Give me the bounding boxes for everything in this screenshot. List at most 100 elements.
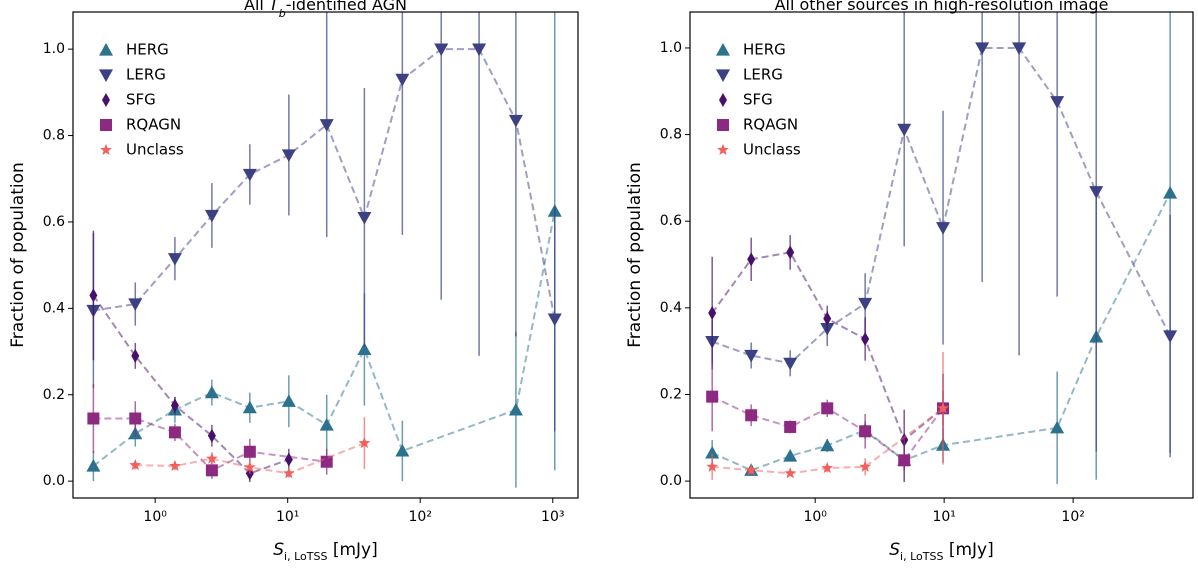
marker	[821, 461, 834, 474]
marker	[708, 306, 717, 321]
series-line	[93, 417, 327, 472]
series-line	[711, 192, 1172, 472]
legend-marker	[717, 143, 729, 156]
legend-marker	[102, 93, 110, 107]
title-part: All other sources in high-resolution ima…	[775, 0, 1109, 14]
marker	[129, 458, 142, 471]
y-tick-label: 0.8	[660, 127, 682, 143]
x-label-part: [mJy]	[327, 540, 377, 560]
legend-label: RQAGN	[126, 116, 181, 134]
legend-label: Unclass	[126, 141, 184, 159]
marker	[319, 119, 334, 132]
marker	[783, 357, 798, 371]
marker	[1050, 420, 1065, 434]
y-tick-label: 0.4	[660, 300, 682, 316]
marker	[784, 420, 797, 433]
x-label-part: [mJy]	[943, 540, 993, 560]
marker	[282, 467, 295, 479]
legend-marker	[716, 43, 730, 56]
marker	[897, 123, 912, 137]
marker	[1089, 186, 1104, 199]
title-part: All	[244, 0, 269, 14]
legend-marker	[100, 143, 112, 156]
marker	[170, 398, 179, 413]
marker	[319, 417, 334, 431]
marker	[747, 252, 756, 267]
marker	[706, 390, 719, 403]
y-tick-label: 0.6	[43, 214, 65, 230]
marker	[207, 428, 216, 443]
legend-label: RQAGN	[743, 116, 798, 134]
marker	[706, 460, 719, 472]
marker	[86, 459, 101, 472]
legend-label: SFG	[126, 91, 156, 109]
legend-label: HERG	[743, 41, 786, 59]
marker	[508, 402, 523, 416]
y-tick-label: 1.0	[43, 41, 65, 57]
title-part: b	[279, 7, 286, 20]
marker	[975, 42, 990, 55]
marker	[821, 402, 834, 415]
marker	[859, 425, 872, 438]
axes-frame	[689, 11, 1194, 499]
marker	[128, 298, 143, 312]
legend-marker	[717, 119, 729, 131]
marker	[242, 400, 257, 414]
x-label-part: S	[889, 540, 900, 560]
y-tick-label: 0.0	[43, 473, 65, 489]
series-line	[93, 48, 556, 320]
legend-label: SFG	[743, 91, 773, 109]
marker	[861, 332, 870, 347]
legend-marker	[100, 119, 112, 131]
marker	[705, 445, 720, 459]
chart-title: All Tb-identified AGN	[244, 0, 407, 20]
y-tick-label: 0.6	[660, 213, 682, 229]
marker	[937, 402, 949, 414]
x-label-part: S	[273, 540, 284, 560]
marker	[395, 73, 410, 87]
legend-label: HERG	[126, 41, 169, 59]
x-tick-label: 10¹	[932, 509, 955, 525]
x-label-part: i, LoTSS	[284, 550, 327, 563]
series-line	[92, 294, 290, 475]
y-tick-label: 0.0	[660, 473, 682, 489]
y-tick-label: 0.2	[660, 386, 682, 402]
title-part: T	[269, 0, 280, 14]
marker	[281, 149, 296, 162]
marker	[243, 461, 256, 473]
marker	[898, 454, 911, 467]
marker	[129, 412, 142, 425]
plot-area	[705, 12, 1178, 485]
x-tick-label: 10²	[409, 509, 432, 525]
marker	[357, 342, 372, 355]
series-line	[711, 46, 1172, 365]
y-axis-label: Fraction of population	[625, 162, 645, 348]
y-tick-label: 0.4	[43, 300, 65, 316]
marker	[204, 385, 219, 399]
title-part: -identified AGN	[286, 0, 407, 14]
x-label-part: i, LoTSS	[900, 550, 943, 563]
marker	[936, 222, 951, 235]
marker	[783, 448, 798, 462]
marker	[472, 43, 487, 57]
marker	[784, 467, 797, 479]
marker	[395, 443, 410, 457]
marker	[547, 313, 562, 327]
axes-frame	[72, 11, 579, 499]
x-tick-label: 10³	[541, 509, 564, 525]
marker	[242, 168, 257, 182]
legend-marker	[99, 69, 113, 82]
marker	[243, 445, 256, 458]
marker	[859, 460, 872, 472]
marker	[1163, 186, 1178, 199]
legend-label: LERG	[743, 66, 783, 84]
marker	[820, 438, 835, 452]
marker	[204, 209, 219, 223]
marker	[745, 409, 758, 422]
y-axis-label: Fraction of population	[8, 162, 28, 348]
marker	[281, 394, 296, 407]
legend-marker	[99, 43, 113, 56]
marker	[858, 297, 873, 311]
marker	[168, 426, 181, 439]
